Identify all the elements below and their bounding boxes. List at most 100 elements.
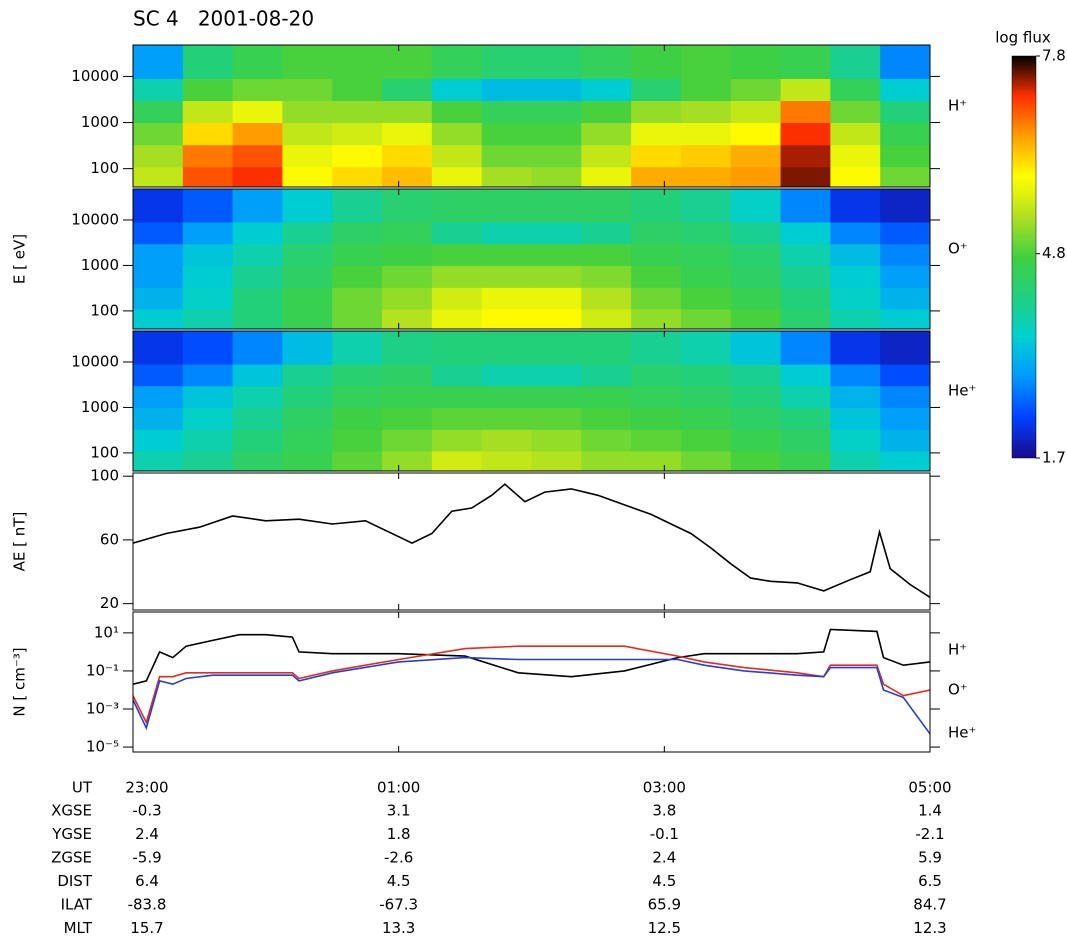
spectrogram-cell: [780, 385, 831, 408]
spectrogram-cell: [531, 364, 582, 387]
spectrogram-cell: [880, 407, 930, 430]
spectrogram-cell: [232, 100, 283, 124]
panel-0: [133, 45, 930, 187]
spectrogram-cell: [780, 309, 831, 329]
spectrogram-cell: [133, 144, 184, 168]
ephemeris-value: -5.9: [132, 849, 161, 867]
spectrogram-cell: [431, 100, 483, 124]
spectrogram-cell: [431, 451, 483, 471]
spectrogram-cell: [631, 364, 682, 387]
ephemeris-name: DIST: [57, 872, 92, 890]
spectrogram-cell: [332, 407, 383, 430]
spectrogram-cell: [332, 222, 383, 245]
spectrogram-cell: [631, 429, 682, 452]
spectrogram-cell: [232, 331, 283, 365]
spectrogram-cell: [780, 451, 831, 471]
spectrogram-cell: [780, 331, 831, 365]
spectrogram-cell: [232, 222, 283, 245]
spectrogram-cell: [531, 166, 582, 187]
spectrogram-cell: [830, 331, 881, 365]
spectrogram-cell: [830, 189, 881, 223]
spectrogram-cell: [581, 429, 632, 452]
spectrogram-cell: [780, 429, 831, 452]
ephemeris-value: 1.4: [918, 802, 942, 820]
y-axis-label: AE [ nT]: [11, 512, 29, 572]
spectrogram-cell: [332, 265, 383, 288]
spectrogram-cell: [631, 189, 682, 223]
spectrogram-cell: [680, 144, 732, 168]
spectrogram-cell: [282, 222, 333, 245]
species-label: H⁺: [948, 97, 967, 115]
spectrogram-cell: [631, 166, 682, 187]
spectrogram-cell: [780, 243, 831, 266]
spectrogram-cell: [880, 265, 930, 288]
spectrogram-cell: [880, 331, 930, 365]
spectrogram-cell: [780, 189, 831, 223]
legend-label: He⁺: [948, 724, 976, 742]
spectrogram-cell: [531, 122, 582, 146]
spectrogram-cell: [133, 364, 184, 387]
spectrogram-cell: [182, 451, 234, 471]
spectrogram-cell: [780, 122, 831, 146]
spectrogram-cell: [581, 364, 632, 387]
spectrogram-cell: [282, 144, 333, 168]
spectrogram-cell: [332, 364, 383, 387]
y-tick-label: 10⁻⁵: [86, 738, 119, 756]
spectrogram-cell: [680, 429, 732, 452]
ephemeris-name: ILAT: [61, 896, 93, 914]
spectrogram-cell: [133, 166, 184, 187]
spectrogram-cell: [382, 364, 433, 387]
spectrogram-cell: [431, 265, 483, 288]
spectrogram-cell: [431, 78, 483, 102]
spectrogram-cell: [133, 309, 184, 329]
ephemeris-value: 2.4: [652, 849, 676, 867]
spectrogram-cell: [631, 331, 682, 365]
spectrogram-cell: [581, 451, 632, 471]
spectrogram-cell: [581, 122, 632, 146]
spectrogram-cell: [830, 100, 881, 124]
spectrogram-cell: [531, 45, 582, 80]
ephemeris-value: 3.8: [652, 802, 676, 820]
spectrogram-cell: [382, 144, 433, 168]
spectrogram-cell: [431, 222, 483, 245]
spectrogram-cell: [382, 166, 433, 187]
panel-4: [133, 628, 930, 735]
spectrogram-cell: [680, 265, 732, 288]
spectrogram-cell: [332, 189, 383, 223]
spectrogram-cell: [282, 364, 333, 387]
y-tick-label: 100: [90, 159, 119, 177]
spectrogram-cell: [382, 451, 433, 471]
spectrogram-cell: [481, 144, 532, 168]
x-tick-label: 01:00: [377, 779, 420, 797]
spectrogram-cell: [631, 78, 682, 102]
spectrogram-cell: [531, 243, 582, 266]
ephemeris-value: 3.1: [387, 802, 411, 820]
y-axis-label: E [ eV]: [11, 234, 29, 284]
spectrogram-cell: [382, 222, 433, 245]
spectrogram-cell: [730, 451, 782, 471]
spectrogram-cell: [680, 122, 732, 146]
spectrogram-cell: [382, 122, 433, 146]
spectrogram-cell: [481, 309, 532, 329]
y-tick-label: 100: [90, 301, 119, 319]
spectrogram-cell: [382, 78, 433, 102]
spectrogram-cell: [133, 189, 184, 223]
spectrogram-cell: [282, 331, 333, 365]
spectrogram-cell: [880, 189, 930, 223]
spectrogram-cell: [830, 122, 881, 146]
y-tick-label: 10000: [71, 210, 119, 228]
spectrogram-cell: [481, 189, 532, 223]
spectrogram-cell: [431, 243, 483, 266]
spectrogram-cell: [680, 364, 732, 387]
spectrogram-cell: [332, 78, 383, 102]
y-tick-label: 100: [90, 467, 119, 485]
spectrogram-cell: [182, 166, 234, 187]
spectrogram-cell: [232, 166, 283, 187]
spectrogram-cell: [880, 309, 930, 329]
spectrogram-cell: [481, 451, 532, 471]
spectrogram-cell: [382, 265, 433, 288]
spectrogram-cell: [581, 78, 632, 102]
spectrogram-cell: [282, 243, 333, 266]
colorbar: [1011, 55, 1037, 459]
y-tick-label: 20: [100, 594, 119, 612]
